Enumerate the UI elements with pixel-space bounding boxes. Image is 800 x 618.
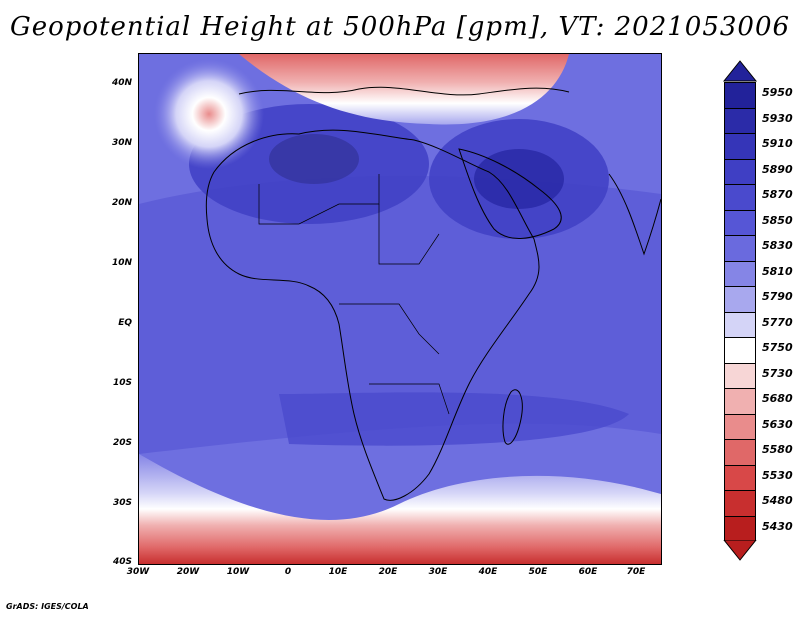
lat-label: EQ (118, 318, 132, 328)
tropical-band (139, 175, 661, 454)
colorbar-swatch (724, 490, 756, 516)
colorbar-level: 5870 (720, 184, 800, 210)
colorbar-swatch (724, 286, 756, 312)
colorbar-swatch (724, 209, 756, 235)
colorbar-level: 5890 (720, 158, 800, 184)
lat-label: 20S (112, 438, 132, 448)
colorbar-swatch (724, 82, 756, 108)
colorbar-label: 5930 (762, 111, 793, 125)
colorbar-label: 5580 (762, 443, 793, 456)
arabia-outline (458, 148, 562, 239)
colorbar: 5950 5930 5910 5890 5870 5850 5830 5810 5790 5770… (720, 60, 800, 561)
colorbar-label: 5530 (762, 468, 793, 482)
colorbar-level: 5830 (720, 235, 800, 261)
colorbar-level: 5630 (720, 413, 800, 439)
colorbar-label: 5950 (762, 86, 793, 99)
lon-label: 10W (226, 567, 250, 577)
colorbar-swatch (724, 515, 756, 541)
lat-label: 10S (112, 378, 132, 388)
lat-label: 40N (111, 78, 132, 88)
lat-label: 40S (112, 557, 132, 567)
colorbar-level: 5530 (720, 464, 800, 490)
colorbar-level: 5680 (720, 388, 800, 414)
colorbar-level: 5770 (720, 311, 800, 337)
colorbar-top-arrow (722, 60, 758, 82)
colorbar-label: 5480 (762, 494, 793, 507)
colorbar-level: 5750 (720, 337, 800, 363)
colorbar-label: 5890 (762, 162, 793, 176)
southern-gradient (139, 454, 661, 564)
colorbar-label: 5630 (762, 417, 793, 431)
lon-label: 30W (126, 567, 150, 577)
colorbar-level: 5950 (720, 82, 800, 108)
colorbar-label: 5770 (762, 315, 793, 329)
lon-label: 10E (328, 567, 348, 577)
colorbar-level: 5810 (720, 260, 800, 286)
colorbar-swatch (724, 133, 756, 159)
arabia-core (474, 149, 564, 209)
lat-label: 30N (111, 138, 132, 148)
colorbar-swatch (724, 184, 756, 210)
colorbar-level: 5930 (720, 107, 800, 133)
lon-label: 40E (478, 567, 498, 577)
lat-label: 30S (112, 498, 132, 508)
lat-label: 20N (111, 198, 132, 208)
africa-coastline (205, 129, 540, 501)
lat-label: 10N (111, 258, 132, 268)
colorbar-label: 5810 (762, 264, 793, 278)
colorbar-swatch (724, 260, 756, 286)
colorbar-label: 5750 (762, 341, 793, 354)
sahara-core (269, 134, 359, 184)
colorbar-swatch (724, 388, 756, 414)
colorbar-swatch (724, 158, 756, 184)
colorbar-level: 5910 (720, 133, 800, 159)
colorbar-swatch (724, 439, 756, 465)
lon-label: 30E (428, 567, 448, 577)
india-coastline (608, 173, 661, 256)
lon-label: 20E (378, 567, 398, 577)
colorbar-level: 5730 (720, 362, 800, 388)
lon-label: 50E (528, 567, 548, 577)
lon-label: 20W (176, 567, 200, 577)
colorbar-swatch (724, 337, 756, 363)
colorbar-level: 5790 (720, 286, 800, 312)
colorbar-swatch (724, 235, 756, 261)
colorbar-label: 5830 (762, 239, 793, 252)
colorbar-swatch (724, 311, 756, 337)
map-panel (138, 53, 662, 565)
colorbar-level: 5580 (720, 439, 800, 465)
country-border (369, 383, 450, 415)
colorbar-level: 5850 (720, 209, 800, 235)
colorbar-swatch (724, 362, 756, 388)
europe-coastline (238, 86, 570, 96)
colorbar-level: 5480 (720, 490, 800, 516)
colorbar-label: 5910 (762, 137, 793, 150)
chart-title: Geopotential Height at 500hPa [gpm], VT:… (9, 12, 791, 42)
colorbar-label: 5870 (762, 188, 793, 201)
colorbar-swatch (724, 464, 756, 490)
colorbar-label: 5790 (762, 290, 793, 303)
colorbar-bottom-arrow (723, 540, 757, 561)
country-border (339, 303, 440, 355)
colorbar-label: 5850 (762, 213, 793, 227)
colorbar-swatch (724, 413, 756, 439)
geopotential-map (139, 54, 661, 564)
atlantic-low (154, 59, 264, 169)
lon-label: 70E (626, 567, 646, 577)
colorbar-label: 5730 (762, 366, 793, 380)
colorbar-label: 5430 (762, 519, 793, 533)
country-border (258, 174, 380, 225)
lon-label: 0 (284, 567, 292, 577)
colorbar-swatch (724, 107, 756, 133)
lon-label: 60E (578, 567, 598, 577)
colorbar-label: 5680 (762, 392, 793, 405)
country-border (378, 204, 440, 265)
footer-credit: GrADS: IGES/COLA (6, 602, 89, 611)
madagascar-outline (502, 389, 523, 445)
colorbar-level: 5430 (720, 515, 800, 541)
